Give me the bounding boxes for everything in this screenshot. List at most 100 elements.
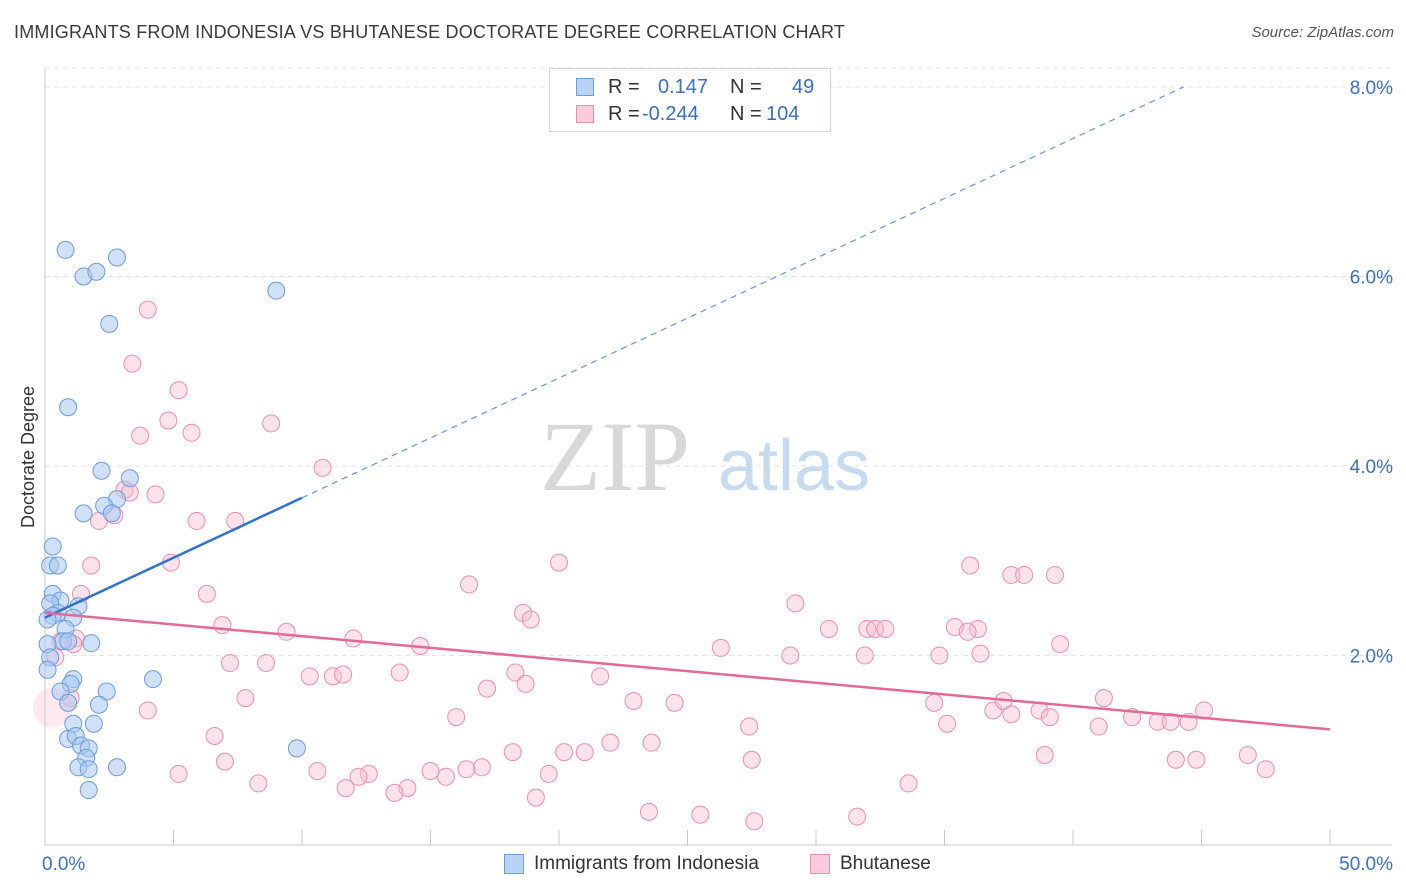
data-point-indonesia [74, 504, 93, 523]
data-point-bhutanese [344, 629, 363, 648]
data-point-bhutanese [1002, 705, 1021, 724]
data-point-bhutanese [1089, 717, 1108, 736]
trend-line-bhutanese [44, 611, 1331, 731]
data-point-bhutanese [591, 667, 610, 686]
data-point-bhutanese [984, 701, 1003, 720]
data-point-bhutanese [169, 381, 188, 400]
data-point-bhutanese [359, 764, 378, 783]
data-point-bhutanese [436, 767, 455, 786]
data-point-bhutanese [257, 654, 276, 673]
legend-label: Immigrants from Indonesia [534, 853, 759, 874]
data-point-bhutanese [1094, 689, 1113, 708]
data-point-bhutanese [742, 750, 761, 769]
r-label: R = [608, 103, 640, 125]
data-point-bhutanese [968, 619, 987, 638]
data-point-bhutanese [521, 610, 540, 629]
data-point-bhutanese [848, 807, 867, 826]
tick-labels: 2.0% 4.0% 6.0% 8.0% 0.0% 50.0% [42, 78, 1393, 875]
data-point-indonesia [38, 660, 57, 679]
data-point-bhutanese [123, 354, 142, 373]
data-point-bhutanese [146, 485, 165, 504]
data-point-bhutanese [262, 414, 281, 433]
chart-title: IMMIGRANTS FROM INDONESIA VS BHUTANESE D… [14, 22, 846, 42]
data-point-bhutanese [138, 300, 157, 319]
data-point-bhutanese [421, 762, 440, 781]
data-point-bhutanese [740, 717, 759, 736]
r-value: 0.147 [658, 76, 709, 98]
data-point-bhutanese [205, 727, 224, 746]
data-point-indonesia [97, 682, 116, 701]
data-point-bhutanese [187, 511, 206, 530]
data-point-bhutanese [971, 644, 990, 663]
data-point-indonesia [82, 634, 101, 653]
gridlines [45, 67, 1392, 656]
data-point-indonesia [43, 537, 62, 556]
data-point-bhutanese [539, 764, 558, 783]
data-point-bhutanese [503, 743, 522, 762]
data-point-bhutanese [745, 812, 764, 831]
data-point-bhutanese [691, 805, 710, 824]
data-point-bhutanese [1002, 565, 1021, 584]
y-tick-label: 8.0% [1350, 78, 1393, 99]
watermark: ZIP atlas [540, 401, 870, 512]
r-value: -0.244 [642, 103, 699, 125]
data-point-bhutanese [930, 646, 949, 665]
r-label: R = [608, 76, 640, 98]
data-point-bhutanese [131, 426, 150, 445]
data-point-bhutanese [336, 779, 355, 798]
data-point-bhutanese [1166, 750, 1185, 769]
data-point-indonesia [87, 262, 106, 281]
data-point-indonesia [107, 758, 126, 777]
data-point-bhutanese [1187, 750, 1206, 769]
n-value: 104 [766, 103, 800, 125]
data-point-bhutanese [313, 458, 332, 477]
data-point-bhutanese [1161, 712, 1180, 731]
trend-line-indonesia [44, 496, 303, 619]
data-point-bhutanese [169, 764, 188, 783]
data-point-bhutanese [1035, 745, 1054, 764]
data-point-indonesia [56, 240, 75, 259]
source-label: Source: ZipAtlas.com [1251, 24, 1394, 41]
data-point-bhutanese [300, 667, 319, 686]
data-point-bhutanese [639, 802, 658, 821]
y-axis-label: Doctorate Degree [18, 386, 38, 528]
n-label: N = [730, 76, 762, 98]
data-point-bhutanese [855, 646, 874, 665]
data-point-indonesia [79, 781, 98, 800]
data-point-bhutanese [555, 743, 574, 762]
data-point-bhutanese [601, 733, 620, 752]
y-tick-label: 6.0% [1350, 267, 1393, 288]
data-point-bhutanese [961, 556, 980, 575]
data-point-bhutanese [478, 679, 497, 698]
stats-legend: R = 0.147 N = 49 R = -0.244 N = 104 [549, 68, 831, 132]
data-point-bhutanese [1051, 635, 1070, 654]
data-point-bhutanese [1040, 708, 1059, 727]
data-point-bhutanese [1015, 565, 1034, 584]
data-point-bhutanese [159, 411, 178, 430]
data-point-bhutanese [819, 619, 838, 638]
bhutanese-swatch [810, 854, 830, 874]
x-tick-label: 0.0% [42, 854, 85, 875]
data-point-bhutanese [249, 774, 268, 793]
legend-label: Bhutanese [840, 853, 931, 874]
data-point-bhutanese [390, 663, 409, 682]
data-point-indonesia [102, 504, 121, 523]
series-bhutanese-points [32, 300, 1275, 831]
data-point-bhutanese [514, 603, 533, 622]
data-point-bhutanese [550, 553, 568, 572]
indonesia-swatch [504, 854, 524, 874]
data-point-bhutanese [876, 619, 895, 638]
data-point-bhutanese [349, 767, 368, 786]
data-point-bhutanese [1238, 745, 1257, 764]
data-point-bhutanese [215, 752, 234, 771]
data-point-indonesia [107, 248, 126, 267]
x-tick-label: 50.0% [1339, 854, 1393, 875]
data-point-indonesia [143, 670, 162, 689]
data-point-bhutanese [526, 788, 545, 807]
data-point-indonesia [287, 739, 306, 758]
data-point-bhutanese [182, 423, 201, 442]
data-point-bhutanese [138, 701, 157, 720]
data-point-bhutanese [457, 760, 476, 779]
data-point-indonesia [79, 760, 98, 779]
